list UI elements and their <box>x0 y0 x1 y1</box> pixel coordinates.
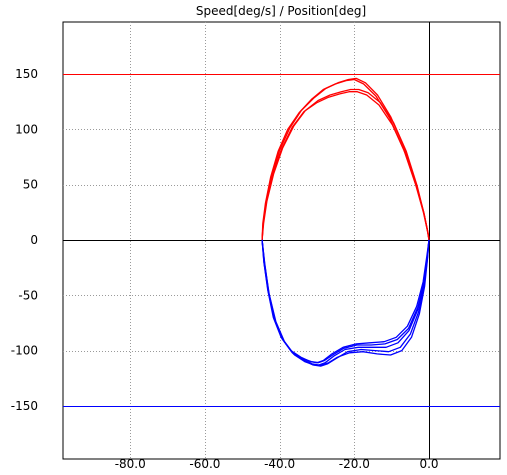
y-tick-label: -100 <box>11 344 38 358</box>
y-tick-label: 50 <box>23 178 38 192</box>
chart-title: Speed[deg/s] / Position[deg] <box>196 4 366 18</box>
series-line-9 <box>261 239 430 366</box>
x-tick-label: -40.0 <box>264 457 295 471</box>
x-tick-label: 0.0 <box>419 457 438 471</box>
y-tick-label: -150 <box>11 399 38 413</box>
y-tick-label: 100 <box>15 122 38 136</box>
y-tick-label: -50 <box>18 288 38 302</box>
x-axis-ticks: -80.0 -60.0 -40.0 -20.0 0.0 <box>115 457 439 471</box>
y-tick-label: 0 <box>30 233 38 247</box>
x-tick-label: -20.0 <box>339 457 370 471</box>
series-line-4 <box>261 88 430 240</box>
series-line-3 <box>261 91 430 240</box>
trajectory-series <box>261 77 430 367</box>
y-tick-label: 150 <box>15 67 38 81</box>
y-axis-ticks: 150 100 50 0 -50 -100 -150 <box>11 67 38 413</box>
x-tick-label: -80.0 <box>115 457 146 471</box>
limit-lines <box>63 74 500 407</box>
x-tick-label: -60.0 <box>189 457 220 471</box>
